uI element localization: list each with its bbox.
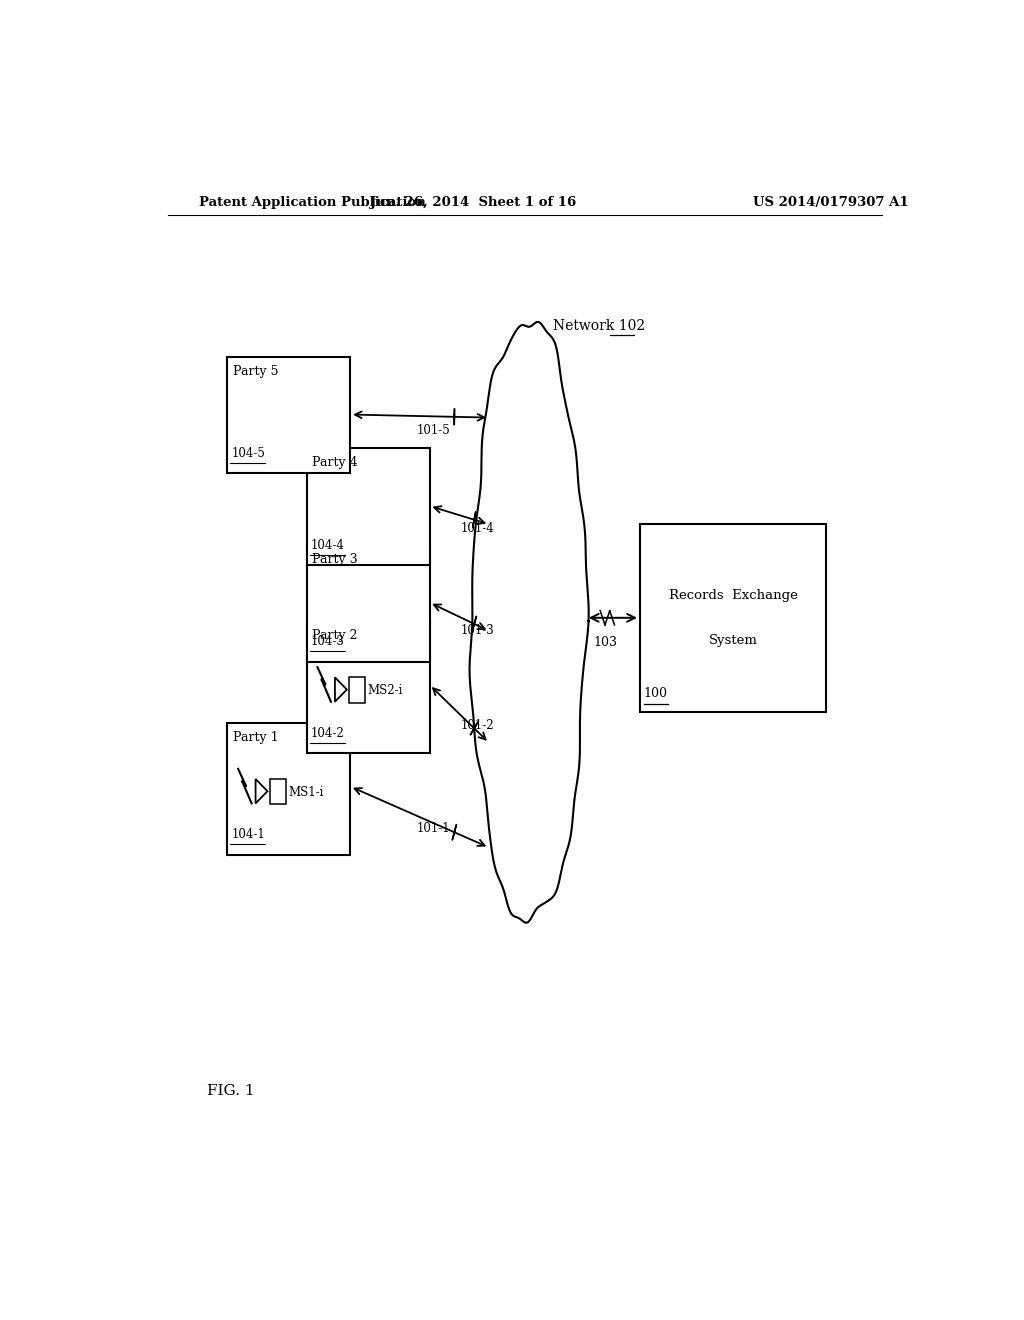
- Text: 101-2: 101-2: [461, 719, 494, 733]
- Text: 101-3: 101-3: [461, 623, 494, 636]
- Text: 104-3: 104-3: [310, 635, 344, 648]
- FancyBboxPatch shape: [640, 524, 826, 713]
- Text: Party 1: Party 1: [232, 731, 279, 743]
- Text: Party 5: Party 5: [232, 364, 279, 378]
- Text: Party 4: Party 4: [312, 457, 357, 469]
- Text: 104-5: 104-5: [231, 447, 265, 461]
- Text: System: System: [709, 634, 758, 647]
- FancyBboxPatch shape: [270, 779, 286, 804]
- FancyBboxPatch shape: [306, 447, 430, 565]
- Text: 104-1: 104-1: [231, 829, 265, 841]
- Text: 104-4: 104-4: [310, 539, 344, 552]
- Text: Network 102: Network 102: [553, 319, 645, 333]
- FancyBboxPatch shape: [227, 722, 350, 854]
- Text: Party 2: Party 2: [312, 630, 357, 642]
- Text: Records  Exchange: Records Exchange: [669, 590, 798, 602]
- Text: 100: 100: [644, 688, 668, 700]
- FancyBboxPatch shape: [349, 677, 366, 702]
- Text: 101-4: 101-4: [461, 523, 494, 536]
- FancyBboxPatch shape: [227, 356, 350, 474]
- Text: 101-5: 101-5: [417, 424, 451, 437]
- Text: Patent Application Publication: Patent Application Publication: [200, 195, 426, 209]
- Text: 103: 103: [594, 636, 617, 649]
- Text: MS1-i: MS1-i: [288, 785, 324, 799]
- Text: Jun. 26, 2014  Sheet 1 of 16: Jun. 26, 2014 Sheet 1 of 16: [370, 195, 577, 209]
- Text: MS2-i: MS2-i: [368, 684, 402, 697]
- Text: 101-1: 101-1: [417, 822, 451, 836]
- Text: US 2014/0179307 A1: US 2014/0179307 A1: [753, 195, 908, 209]
- FancyBboxPatch shape: [306, 620, 430, 752]
- Text: 104-2: 104-2: [310, 727, 344, 739]
- Text: FIG. 1: FIG. 1: [207, 1085, 255, 1098]
- Text: Party 3: Party 3: [312, 553, 357, 566]
- FancyBboxPatch shape: [306, 545, 430, 661]
